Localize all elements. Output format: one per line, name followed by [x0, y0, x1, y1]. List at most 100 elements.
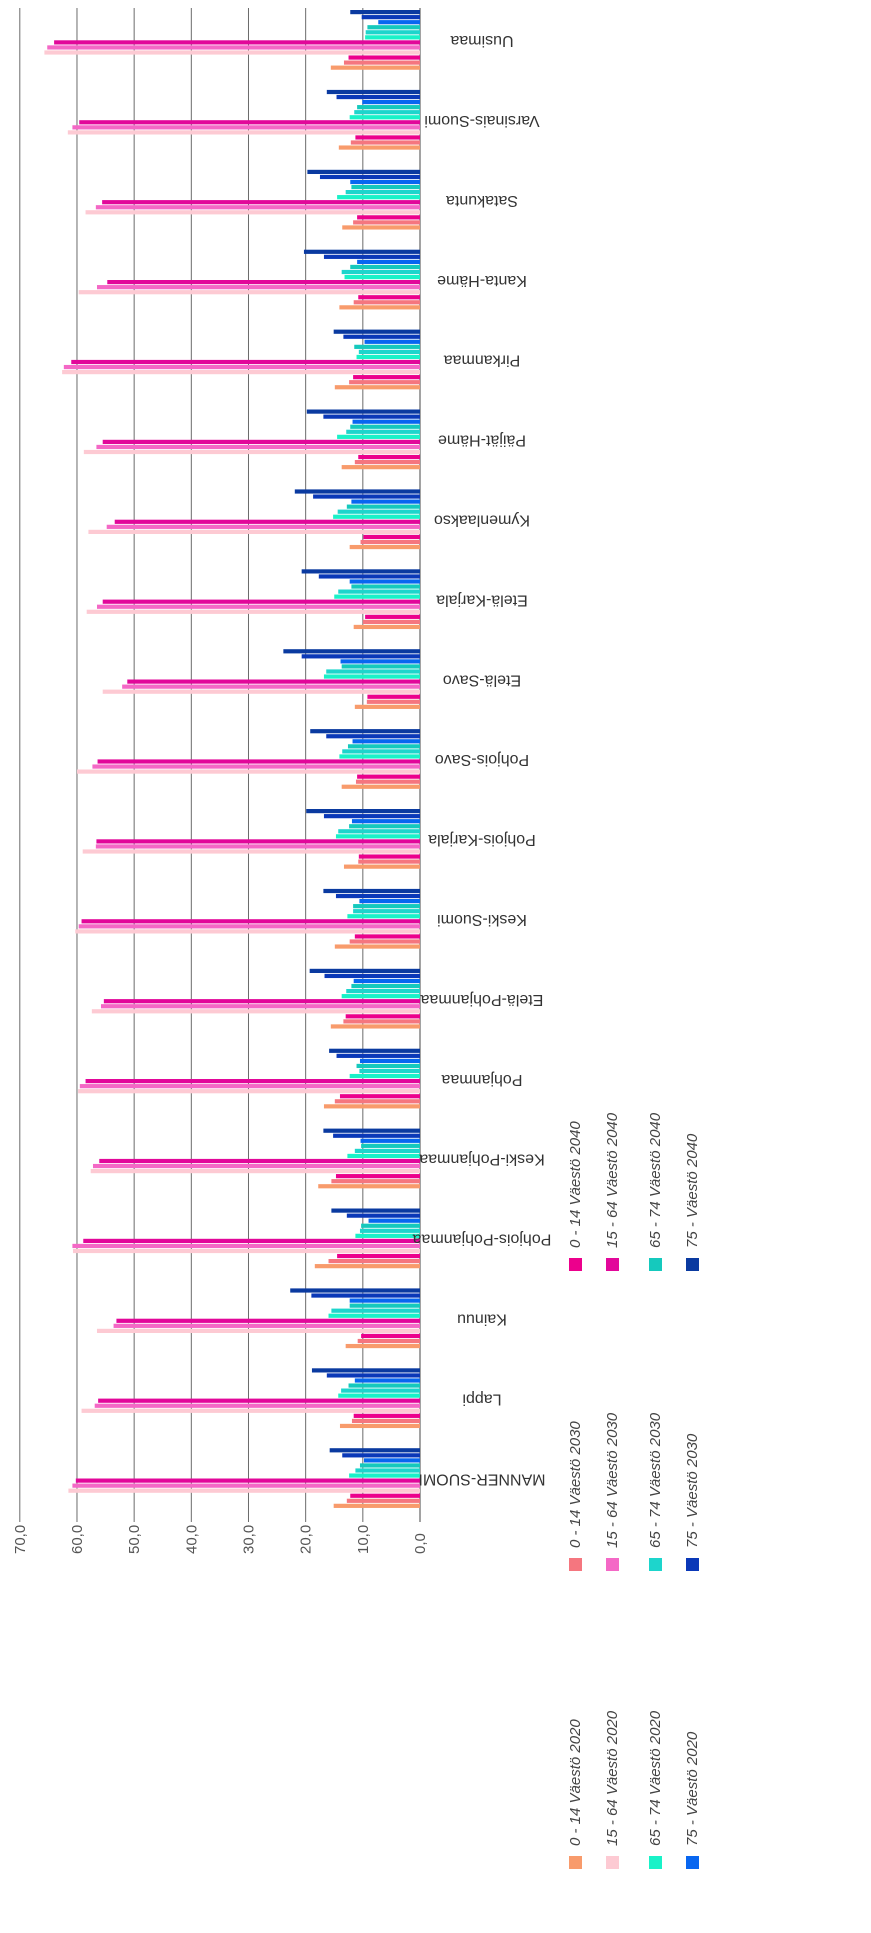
bar — [358, 854, 420, 859]
bar — [337, 509, 420, 514]
legend-label: 65 - 74 Väestö 2030 — [647, 1412, 664, 1548]
bar — [357, 215, 420, 220]
bar — [359, 1058, 420, 1063]
bar — [349, 1073, 420, 1079]
bar — [75, 929, 421, 934]
legend-swatch — [569, 1558, 582, 1571]
category-label: Pirkanmaa — [444, 352, 521, 369]
category-label: Keski-Pohjanmaa — [419, 1151, 545, 1168]
bar — [329, 1048, 420, 1053]
bar — [81, 919, 421, 924]
x-tick-label: 0,0 — [412, 1533, 429, 1554]
bar — [343, 60, 420, 65]
bar — [47, 45, 421, 50]
bar — [353, 904, 420, 909]
bar — [326, 1373, 420, 1378]
bar — [331, 1208, 420, 1213]
bar — [337, 195, 420, 200]
bar — [90, 1169, 420, 1174]
legend-label: 15 - 64 Väestö 2040 — [604, 1112, 621, 1248]
bar — [362, 619, 420, 624]
bar — [343, 1019, 420, 1024]
bar — [361, 1223, 420, 1228]
bar — [72, 125, 420, 130]
x-tick-label: 40,0 — [183, 1525, 200, 1554]
bar — [97, 759, 420, 764]
bar — [99, 1158, 420, 1164]
bar — [341, 784, 420, 789]
bar — [352, 739, 420, 744]
bar — [342, 225, 420, 230]
bar — [359, 1463, 420, 1468]
bar — [360, 539, 420, 545]
bar — [330, 65, 420, 70]
bar — [328, 1259, 420, 1264]
bar — [338, 589, 420, 594]
bar — [341, 664, 420, 669]
legend: 0 - 14 Väestö 2020 15 - 64 Väestö 2020 65 … — [567, 1112, 701, 1869]
bar — [63, 364, 420, 370]
bar — [94, 1403, 420, 1408]
bar — [102, 599, 421, 604]
bar — [311, 1368, 420, 1373]
bar — [82, 849, 421, 854]
category-label: Etelä-Karjala — [436, 591, 528, 608]
bar — [368, 1218, 420, 1223]
bar — [357, 105, 420, 110]
bar — [78, 924, 420, 929]
bar — [349, 939, 420, 944]
category-label: Pohjois-Pohjanmaa — [413, 1231, 552, 1248]
bar — [95, 844, 420, 849]
bar — [85, 1079, 421, 1084]
bar — [333, 1503, 420, 1508]
bar — [306, 809, 420, 814]
category-label: Kymenlaakso — [434, 511, 530, 528]
category-label: Lappi — [462, 1390, 501, 1407]
bar — [75, 1478, 420, 1483]
bar — [353, 375, 420, 380]
bar — [354, 110, 420, 115]
bar — [44, 50, 421, 55]
bar — [354, 934, 420, 939]
bar — [357, 774, 420, 779]
bar — [323, 414, 420, 419]
bar — [326, 89, 420, 95]
bar — [366, 699, 420, 704]
bar — [85, 210, 421, 215]
bar — [96, 1328, 420, 1333]
bar — [353, 909, 420, 914]
legend-label: 15 - 64 Väestö 2030 — [604, 1412, 621, 1548]
category-label: Varsinais-Suomi — [424, 112, 539, 129]
bar — [68, 1488, 420, 1493]
bar — [341, 269, 420, 275]
bar — [349, 380, 420, 385]
bar — [349, 544, 420, 550]
category-label: Kanta-Häme — [437, 272, 527, 289]
bar — [358, 349, 420, 354]
bar — [303, 249, 420, 254]
bar — [323, 814, 420, 819]
bar — [348, 55, 420, 60]
bar — [350, 179, 420, 185]
bar — [116, 1318, 420, 1323]
bar — [102, 689, 421, 694]
bar — [352, 419, 420, 424]
bar — [339, 305, 420, 310]
bar — [67, 130, 421, 135]
bar — [102, 439, 421, 444]
bar — [367, 25, 420, 30]
legend-label: 65 - 74 Väestö 2020 — [647, 1710, 664, 1846]
bar — [365, 614, 420, 619]
bar — [349, 1298, 420, 1303]
bar — [96, 285, 420, 290]
bar — [345, 1343, 420, 1349]
bar — [96, 839, 421, 844]
bar — [339, 1094, 420, 1099]
legend-label: 0 - 14 Väestö 2020 — [567, 1719, 584, 1846]
legend-swatch — [649, 1558, 662, 1571]
bar — [346, 1498, 420, 1503]
bar — [323, 674, 420, 679]
bar — [334, 385, 420, 390]
bar — [354, 1148, 420, 1153]
bar — [357, 259, 420, 264]
